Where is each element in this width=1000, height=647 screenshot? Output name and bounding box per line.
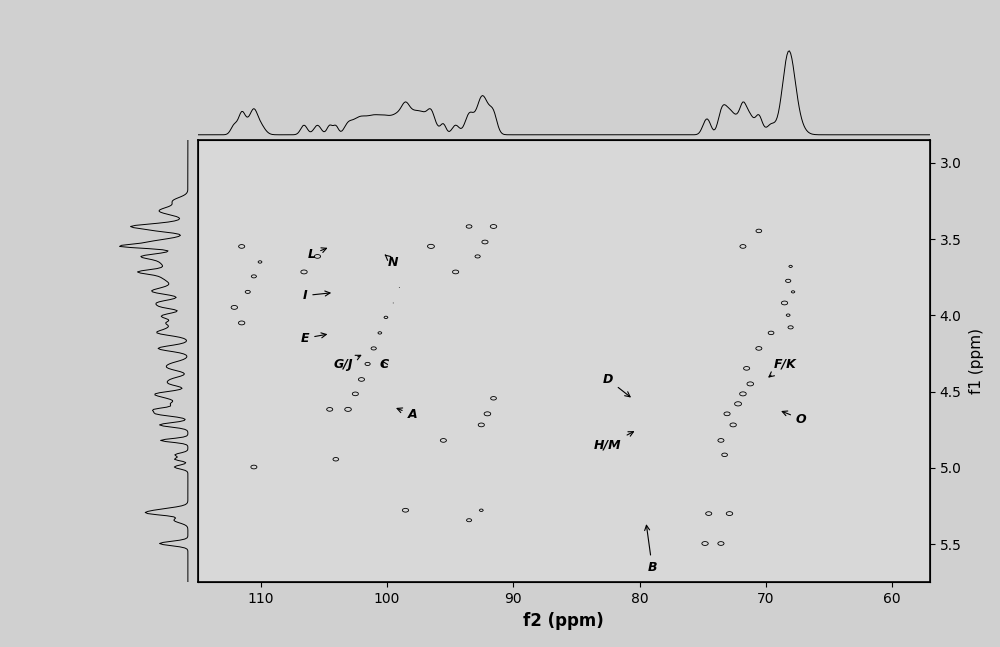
Text: E: E	[301, 332, 326, 345]
Text: C: C	[380, 358, 389, 371]
Text: I: I	[303, 289, 330, 302]
Text: N: N	[385, 255, 399, 269]
Text: O: O	[782, 411, 807, 426]
Text: D: D	[603, 373, 630, 397]
Text: L: L	[307, 248, 326, 261]
Text: A: A	[397, 408, 417, 421]
Y-axis label: f1 (ppm): f1 (ppm)	[969, 328, 984, 394]
Text: H/M: H/M	[594, 432, 634, 452]
X-axis label: f2 (ppm): f2 (ppm)	[523, 611, 604, 630]
Text: G/J: G/J	[333, 355, 361, 371]
Text: F/K: F/K	[769, 358, 796, 377]
Text: B: B	[645, 525, 657, 573]
